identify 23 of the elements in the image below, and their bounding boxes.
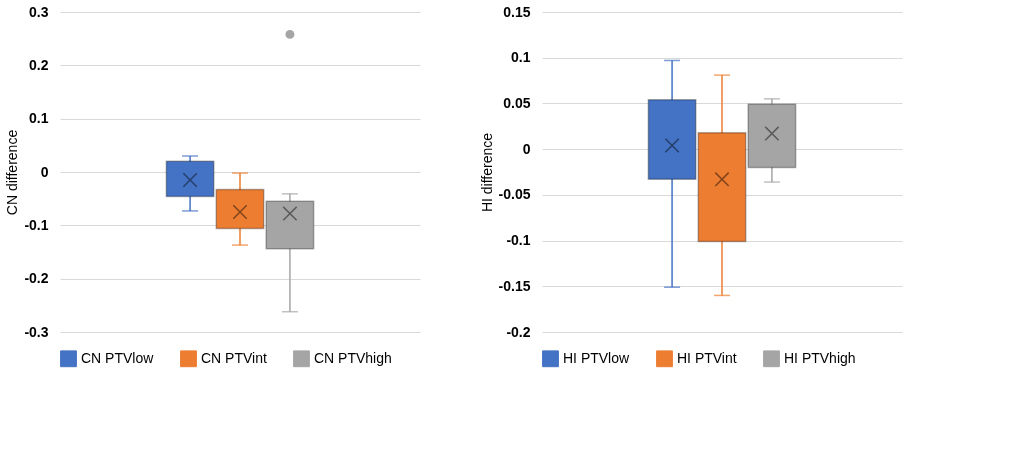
y-tick-label: 0	[40, 163, 49, 180]
legend-label: HI PTVint	[677, 349, 737, 366]
y-tick-label: -0.3	[24, 323, 49, 340]
y-axis-title: CN difference	[4, 129, 21, 216]
y-tick-label: 0	[522, 140, 531, 157]
y-tick-label: -0.2	[24, 270, 49, 287]
legend-label: CN PTVhigh	[314, 349, 392, 366]
y-tick-label: 0.05	[503, 94, 531, 111]
y-tick-label: -0.1	[24, 216, 49, 233]
y-tick-label: -0.15	[498, 277, 531, 294]
y-tick-label: 0.1	[29, 110, 49, 127]
y-tick-label: -0.1	[506, 232, 531, 249]
y-axis-title: HI difference	[478, 132, 495, 213]
y-tick-label: -0.2	[506, 323, 531, 340]
legend-label: HI PTVhigh	[784, 349, 856, 366]
y-tick-label: 0.2	[29, 56, 49, 73]
legend-label: HI PTVlow	[563, 349, 631, 366]
legend-label: CN PTVlow	[81, 349, 155, 366]
y-tick-label: 0.3	[29, 3, 49, 20]
y-tick-label: -0.05	[498, 186, 531, 203]
y-tick-label: 0.1	[511, 49, 531, 66]
legend-label: CN PTVint	[201, 349, 267, 366]
y-tick-label: 0.15	[503, 3, 531, 20]
